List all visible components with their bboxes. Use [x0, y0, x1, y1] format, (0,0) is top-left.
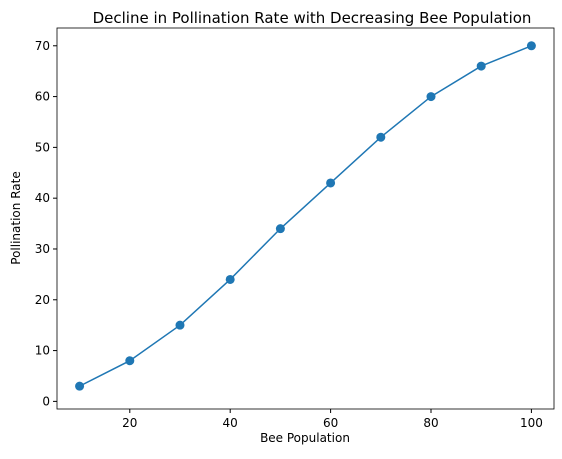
data-point [326, 178, 336, 188]
y-tick-label: 30 [35, 242, 50, 256]
data-point [175, 320, 185, 330]
data-point [225, 274, 235, 284]
data-point [376, 132, 386, 142]
data-point [426, 92, 436, 102]
x-tick-label: 40 [223, 416, 238, 430]
plot-frame [56, 27, 555, 410]
data-point [275, 224, 285, 234]
y-tick-label: 0 [42, 394, 50, 408]
x-tick-label: 80 [423, 416, 438, 430]
y-tick-label: 10 [35, 344, 50, 358]
y-tick-label: 20 [35, 293, 50, 307]
data-point [75, 381, 85, 391]
chart-title: Decline in Pollination Rate with Decreas… [93, 9, 532, 27]
x-tick-label: 100 [520, 416, 543, 430]
y-tick-label: 40 [35, 191, 50, 205]
y-tick-label: 60 [35, 90, 50, 104]
data-line [79, 45, 532, 387]
y-tick-label: 70 [35, 39, 50, 53]
x-tick-label: 20 [122, 416, 137, 430]
x-axis-label: Bee Population [260, 431, 350, 445]
x-tick-label: 60 [323, 416, 338, 430]
y-tick-label: 50 [35, 140, 50, 154]
data-point [125, 356, 135, 366]
data-point [476, 61, 486, 71]
y-axis-label: Pollination Rate [9, 171, 23, 264]
data-point [526, 41, 536, 51]
